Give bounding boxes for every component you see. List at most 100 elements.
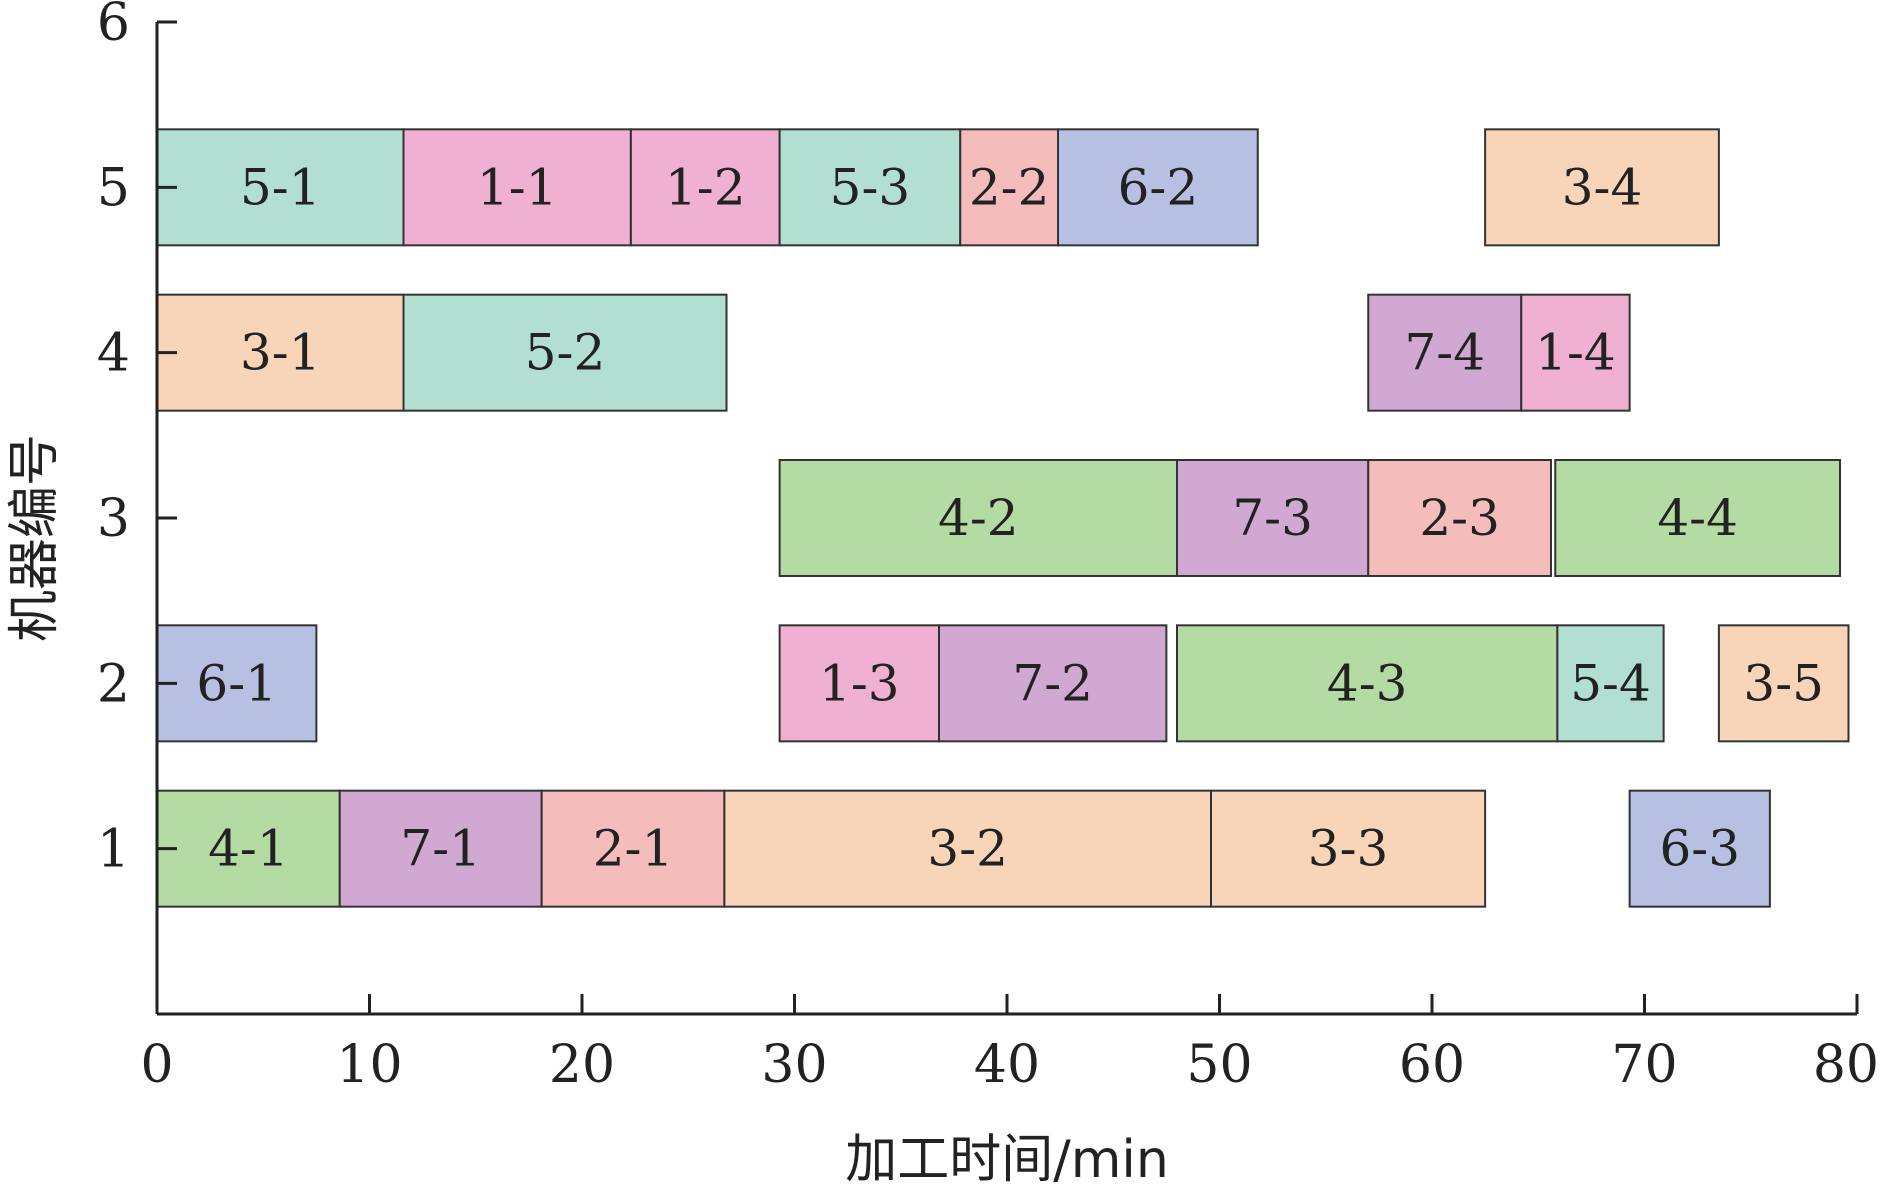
task-label: 6-2: [1118, 158, 1199, 216]
x-tick-label: 20: [549, 1035, 615, 1095]
task-label: 2-3: [1419, 489, 1500, 547]
task-label: 3-2: [927, 820, 1008, 878]
task-label: 3-5: [1743, 654, 1824, 712]
task-label: 1-1: [477, 158, 558, 216]
task-bar: [1554, 459, 1841, 577]
task-label: 3-4: [1562, 158, 1643, 216]
task-label: 2-2: [969, 158, 1050, 216]
task-bar: [959, 128, 1059, 247]
task-label: 4-1: [208, 820, 289, 878]
task-block: 1-3: [778, 624, 940, 743]
task-label: 1-2: [665, 158, 746, 216]
task-bar: [1484, 128, 1720, 247]
task-label: 4-4: [1657, 489, 1738, 547]
x-tick-label: 0: [140, 1035, 173, 1095]
task-block: 2-1: [540, 789, 726, 908]
y-tick-label: 4: [97, 324, 130, 384]
task-block: 7-2: [938, 624, 1168, 743]
task-bar: [156, 789, 341, 908]
task-bar: [1520, 293, 1631, 412]
x-tick-label: 40: [974, 1035, 1040, 1095]
x-tick-label: 10: [336, 1035, 402, 1095]
task-bar: [629, 128, 781, 247]
task-blocks: 4-1 7-1 2-1 3-2 3-3 6-3 6-1 1-3 7-2 4-3 5-4 3-5 4-2 7…: [156, 128, 1850, 908]
task-label: 6-1: [196, 654, 277, 712]
task-bar: [1367, 293, 1523, 412]
task-label: 3-1: [240, 324, 321, 382]
task-block: 3-3: [1210, 789, 1487, 908]
task-bar: [1717, 624, 1850, 743]
task-label: 5-3: [830, 158, 911, 216]
task-block: 6-2: [1057, 128, 1259, 247]
task-block: 4-3: [1176, 624, 1559, 743]
task-bar: [1176, 624, 1559, 743]
task-block: 1-2: [629, 128, 781, 247]
task-label: 3-3: [1308, 820, 1389, 878]
task-bar: [402, 293, 728, 412]
y-tick-label: 5: [97, 158, 130, 218]
task-label: 2-1: [593, 820, 674, 878]
task-block: 4-2: [778, 459, 1178, 577]
y-tick-label: 2: [97, 654, 130, 714]
task-bar: [938, 624, 1168, 743]
task-label: 1-4: [1535, 324, 1616, 382]
task-bar: [156, 128, 405, 247]
task-block: 7-4: [1367, 293, 1523, 412]
x-axis-title: 加工时间/min: [845, 1130, 1169, 1190]
task-block: 7-1: [338, 789, 543, 908]
task-block: 3-5: [1717, 624, 1850, 743]
task-label: 6-3: [1659, 820, 1740, 878]
task-block: 5-1: [156, 128, 405, 247]
x-tick-label: 30: [761, 1035, 827, 1095]
y-tick-label: 3: [97, 489, 130, 549]
task-block: 2-3: [1367, 459, 1552, 577]
task-block: 2-2: [959, 128, 1059, 247]
task-label: 1-3: [819, 654, 900, 712]
task-bar: [156, 624, 318, 743]
task-label: 7-4: [1404, 324, 1485, 382]
x-tick-label: 80: [1813, 1035, 1879, 1095]
task-block: 6-1: [156, 624, 318, 743]
task-label: 5-4: [1570, 654, 1651, 712]
task-bar: [402, 128, 632, 247]
task-block: 3-2: [723, 789, 1212, 908]
x-tick-label: 60: [1399, 1035, 1465, 1095]
task-block: 5-4: [1556, 624, 1665, 743]
x-ticks: 0 10 20 30 40 50 60 70 80: [140, 994, 1879, 1095]
task-block: 4-1: [156, 789, 341, 908]
task-block: 3-4: [1484, 128, 1720, 247]
task-bar: [1367, 459, 1552, 577]
task-bar: [1210, 789, 1487, 908]
y-tick-label: 1: [97, 820, 130, 880]
task-block: 3-1: [156, 293, 405, 412]
task-bar: [1556, 624, 1665, 743]
y-ticks: 1 2 3 4 5 6: [97, 0, 177, 880]
x-tick-label: 50: [1186, 1035, 1252, 1095]
task-bar: [1176, 459, 1370, 577]
task-block: 5-2: [402, 293, 728, 412]
y-tick-label: 6: [97, 0, 130, 53]
task-label: 5-1: [240, 158, 321, 216]
task-label: 4-2: [938, 489, 1019, 547]
task-label: 7-3: [1232, 489, 1313, 547]
task-bar: [1628, 789, 1771, 908]
task-bar: [778, 624, 940, 743]
y-axis-title: 机器编号: [5, 434, 65, 642]
task-label: 5-2: [525, 324, 606, 382]
x-tick-label: 70: [1611, 1035, 1677, 1095]
task-bar: [338, 789, 543, 908]
task-bar: [723, 789, 1212, 908]
task-block: 5-3: [778, 128, 962, 247]
task-label: 4-3: [1327, 654, 1408, 712]
task-block: 1-4: [1520, 293, 1631, 412]
task-bar: [778, 459, 1178, 577]
task-bar: [540, 789, 726, 908]
task-block: 4-4: [1554, 459, 1841, 577]
task-block: 7-3: [1176, 459, 1370, 577]
task-bar: [1057, 128, 1259, 247]
task-block: 6-3: [1628, 789, 1771, 908]
task-label: 7-2: [1012, 654, 1093, 712]
task-block: 1-1: [402, 128, 632, 247]
task-label: 7-1: [400, 820, 481, 878]
